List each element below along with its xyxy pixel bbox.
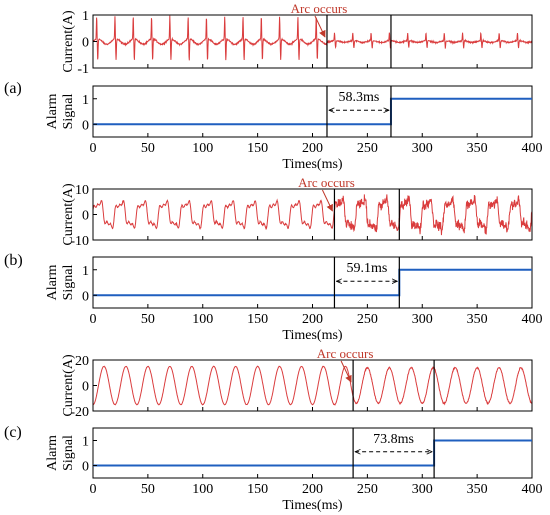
current-y-tick-label: 0 bbox=[82, 209, 89, 224]
current-y-tick-label: -20 bbox=[70, 405, 89, 420]
alarm-y-axis-label-line1: Alarm bbox=[45, 435, 60, 471]
x-tick-label: 200 bbox=[302, 141, 323, 156]
current-y-tick-label: 10 bbox=[75, 183, 89, 198]
x-tick-label: 100 bbox=[192, 141, 213, 156]
x-tick-label: 100 bbox=[192, 482, 213, 497]
alarm-axes-frame bbox=[92, 256, 533, 309]
current-y-tick-label: 0 bbox=[82, 36, 89, 51]
x-tick-label: 150 bbox=[247, 482, 268, 497]
alarm-y-axis-label-line2: Signal bbox=[61, 265, 76, 301]
current-y-tick-label: 20 bbox=[75, 354, 89, 369]
alarm-y-axis-label-line1: Alarm bbox=[45, 265, 60, 301]
x-tick-label: 350 bbox=[467, 141, 488, 156]
x-tick-label: 0 bbox=[90, 141, 97, 156]
alarm-y-tick-label: 0 bbox=[82, 289, 89, 304]
x-tick-label: 250 bbox=[357, 482, 378, 497]
x-tick-label: 400 bbox=[522, 312, 543, 327]
alarm-y-tick-label: 1 bbox=[82, 93, 89, 108]
alarm-signal-line bbox=[93, 439, 532, 467]
alarm-y-tick-label: 1 bbox=[82, 435, 89, 450]
alarm-signal-line bbox=[93, 97, 532, 126]
x-axis-label: Times(ms) bbox=[282, 157, 343, 172]
alarm-y-axis-label-line2: Signal bbox=[61, 94, 76, 130]
x-tick-label: 50 bbox=[141, 482, 155, 497]
x-tick-label: 300 bbox=[412, 141, 433, 156]
alarm-y-axis-label-line2: Signal bbox=[61, 435, 76, 471]
current-y-axis-label: Current(A) bbox=[61, 183, 76, 246]
alarm-signal-line bbox=[93, 268, 532, 297]
alarm-axes-frame bbox=[92, 427, 533, 479]
panel-label: (a) bbox=[4, 80, 22, 97]
delay-label: 59.1ms bbox=[346, 261, 387, 276]
panel-a: -1 0 1 Current(A) 0 50 100 150 200 250 300 350 400 0 1… bbox=[4, 1, 543, 172]
x-tick-label: 0 bbox=[90, 312, 97, 327]
current-y-tick-label: -10 bbox=[70, 234, 89, 249]
arc-occurs-annotation: Arc occurs bbox=[298, 175, 355, 190]
current-y-tick-label: -1 bbox=[77, 62, 89, 77]
current-y-tick-label: 1 bbox=[82, 9, 89, 24]
x-tick-label: 350 bbox=[467, 482, 488, 497]
delay-label: 73.8ms bbox=[373, 432, 414, 447]
panel-label: (c) bbox=[4, 424, 22, 441]
alarm-y-axis-label-line1: Alarm bbox=[45, 94, 60, 130]
arc-occurs-arrow bbox=[314, 15, 326, 38]
x-tick-label: 300 bbox=[412, 312, 433, 327]
current-y-axis-label: Current(A) bbox=[61, 354, 76, 417]
current-waveform-line bbox=[92, 15, 533, 61]
x-tick-label: 350 bbox=[467, 312, 488, 327]
x-tick-label: 400 bbox=[522, 141, 543, 156]
x-tick-label: 150 bbox=[247, 312, 268, 327]
current-waveform-line bbox=[92, 194, 533, 236]
panel-label: (b) bbox=[4, 252, 23, 269]
x-tick-label: 250 bbox=[357, 141, 378, 156]
arc-occurs-annotation: Arc occurs bbox=[291, 1, 348, 16]
arc-occurs-arrow bbox=[321, 189, 333, 212]
delay-label: 58.3ms bbox=[339, 90, 380, 105]
current-y-axis-label: Current(A) bbox=[61, 10, 76, 73]
current-y-tick-label: 0 bbox=[82, 380, 89, 395]
arc-occurs-annotation: Arc occurs bbox=[317, 346, 374, 361]
x-tick-label: 50 bbox=[141, 141, 155, 156]
arc-occurs-arrow bbox=[340, 360, 352, 383]
x-axis-label: Times(ms) bbox=[282, 328, 343, 343]
alarm-y-tick-label: 0 bbox=[82, 460, 89, 475]
alarm-axes-frame bbox=[92, 85, 533, 138]
alarm-y-tick-label: 1 bbox=[82, 264, 89, 279]
x-axis-label: Times(ms) bbox=[282, 498, 343, 513]
x-tick-label: 100 bbox=[192, 312, 213, 327]
x-tick-label: 200 bbox=[302, 482, 323, 497]
x-tick-label: 0 bbox=[90, 482, 97, 497]
current-waveform-line bbox=[92, 365, 533, 406]
x-tick-label: 300 bbox=[412, 482, 433, 497]
alarm-y-tick-label: 0 bbox=[82, 118, 89, 133]
x-tick-label: 50 bbox=[141, 312, 155, 327]
x-tick-label: 400 bbox=[522, 482, 543, 497]
x-tick-label: 200 bbox=[302, 312, 323, 327]
x-tick-label: 150 bbox=[247, 141, 268, 156]
x-tick-label: 250 bbox=[357, 312, 378, 327]
